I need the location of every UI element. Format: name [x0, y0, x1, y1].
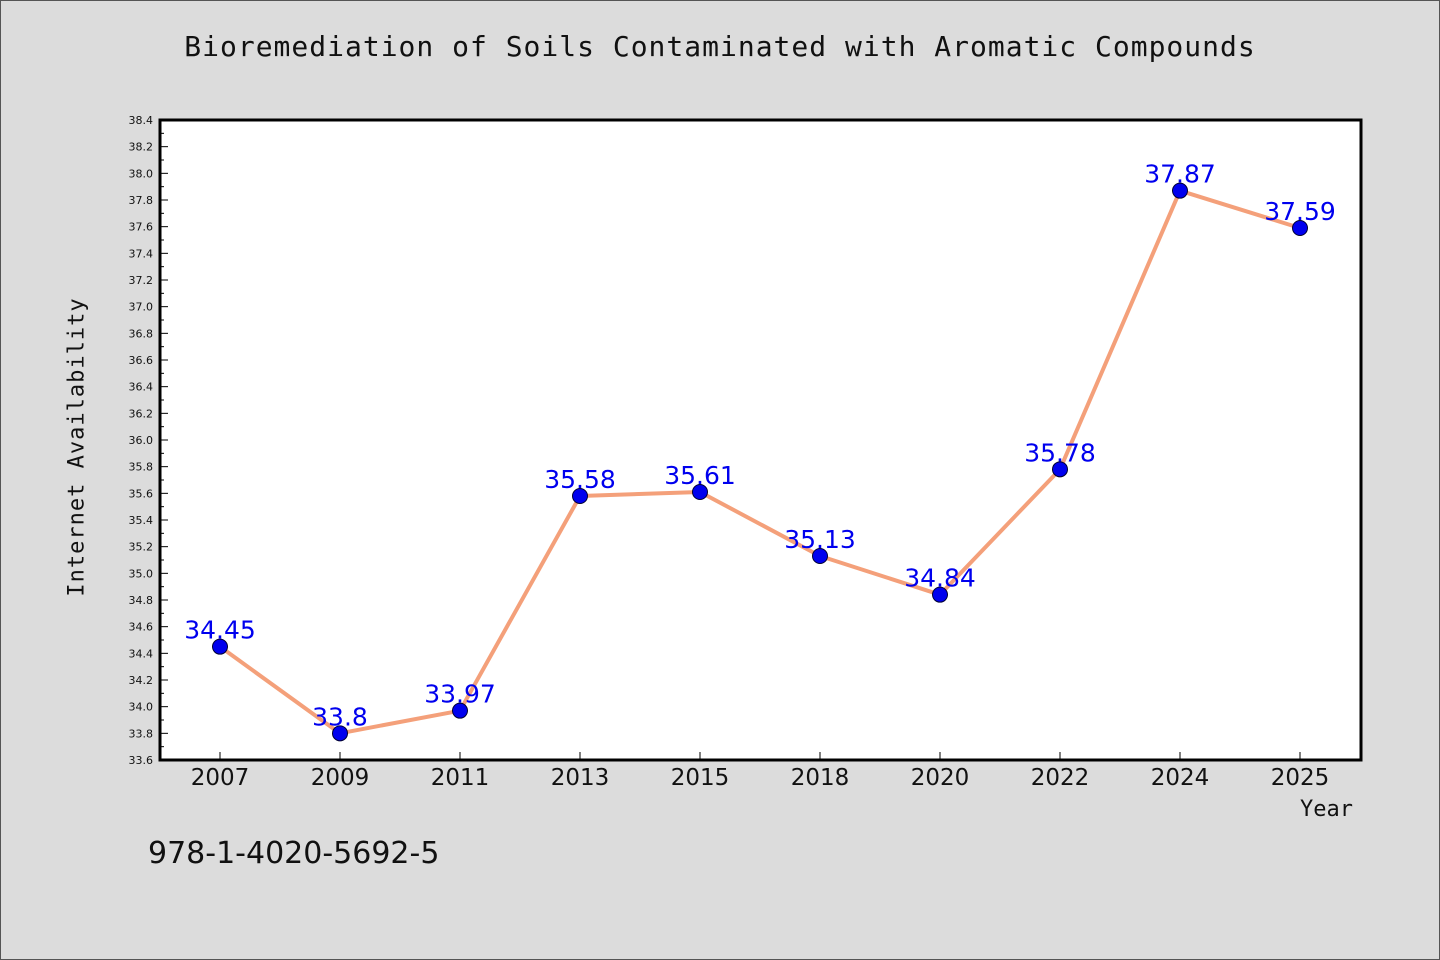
- x-tick-label: 2011: [431, 765, 490, 791]
- plot-area: [158, 118, 1363, 762]
- y-tick-label: 36.2: [129, 407, 154, 420]
- x-tick-label: 2022: [1031, 765, 1090, 791]
- y-tick-label: 37.0: [129, 301, 154, 314]
- data-label: 35.61: [664, 461, 736, 490]
- y-tick-label: 34.0: [129, 701, 154, 714]
- y-tick-label: 35.8: [129, 461, 154, 474]
- y-tick-label: 36.8: [129, 327, 154, 340]
- data-labels: 34.45 33.8 33.97 35.58 35.61 35.13 34.84 35.78 3…: [184, 160, 1336, 732]
- data-point: [572, 488, 588, 504]
- data-label: 33.8: [312, 702, 368, 731]
- data-label: 33.97: [424, 680, 496, 709]
- y-tick-label: 36.4: [129, 381, 154, 394]
- data-label: 37.87: [1144, 160, 1216, 189]
- x-tick-label: 2025: [1271, 765, 1330, 791]
- y-tick-label: 36.6: [129, 354, 154, 367]
- data-point: [212, 638, 228, 655]
- x-axis-label: Year: [1300, 797, 1353, 822]
- data-markers: [212, 182, 1308, 742]
- x-axis-ticks: 2007 2009 2011 2013 2015 2018 2020 2022 2024 2025: [191, 752, 1330, 791]
- x-tick-label: 2007: [191, 765, 250, 791]
- data-point: [1172, 182, 1188, 199]
- data-point: [692, 484, 708, 500]
- data-point: [332, 725, 348, 742]
- data-label: 34.45: [184, 616, 256, 645]
- x-tick-label: 2024: [1151, 765, 1210, 791]
- data-label: 35.78: [1024, 438, 1096, 467]
- data-label: 35.13: [784, 525, 856, 554]
- data-point: [1052, 461, 1068, 478]
- y-tick-label: 34.8: [129, 594, 154, 607]
- data-point: [1292, 220, 1308, 236]
- y-axis-ticks: 33.6 33.8 34.0 34.2 34.4 34.6 34.8 35.0 35.2 35.4…: [129, 114, 168, 767]
- y-tick-label: 35.0: [129, 567, 154, 580]
- y-tick-label: 38.0: [129, 167, 154, 180]
- data-point: [812, 548, 828, 564]
- data-label: 34.84: [904, 564, 976, 593]
- x-tick-label: 2009: [311, 765, 370, 791]
- x-tick-label: 2020: [911, 765, 970, 791]
- y-tick-label: 33.6: [129, 754, 154, 767]
- x-tick-label: 2015: [671, 765, 730, 791]
- y-tick-label: 36.0: [129, 434, 154, 447]
- y-tick-label: 38.4: [129, 114, 154, 127]
- y-tick-label: 37.8: [129, 194, 154, 207]
- data-label: 37.59: [1264, 197, 1336, 226]
- y-tick-label: 34.6: [129, 621, 154, 634]
- y-tick-label: 34.2: [129, 674, 154, 687]
- y-tick-label: 37.4: [129, 247, 154, 260]
- y-tick-label: 37.6: [129, 221, 154, 234]
- chart-title: Bioremediation of Soils Contaminated wit…: [184, 30, 1256, 63]
- data-point: [932, 586, 948, 603]
- y-tick-label: 34.4: [129, 647, 154, 660]
- y-tick-label: 38.2: [129, 141, 154, 154]
- isbn-text: 978-1-4020-5692-5: [148, 836, 440, 871]
- y-tick-label: 35.6: [129, 487, 154, 500]
- series-line: [218, 188, 1301, 736]
- y-tick-label: 35.2: [129, 541, 154, 554]
- y-tick-label: 35.4: [129, 514, 154, 527]
- y-tick-label: 37.2: [129, 274, 154, 287]
- data-label: 35.58: [544, 465, 616, 494]
- x-tick-label: 2018: [791, 765, 850, 791]
- y-tick-label: 33.8: [129, 727, 154, 740]
- data-point: [452, 702, 468, 719]
- x-tick-label: 2013: [551, 765, 610, 791]
